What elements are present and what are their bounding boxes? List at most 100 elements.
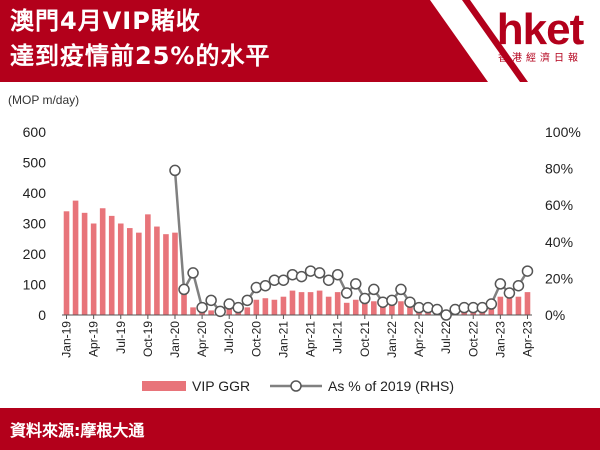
x-tick-label: Apr-21 [304, 321, 318, 357]
line-point-as-pct-of-2019 [277, 274, 290, 286]
x-tick-label: Oct-20 [249, 321, 263, 357]
line-point-as-pct-of-2019 [205, 294, 217, 307]
bar-vip-ggr [126, 228, 133, 315]
bar-vip-ggr [72, 200, 79, 315]
page-title: 澳門4月VIP賭收 達到疫情前25%的水平 [10, 4, 270, 74]
x-tick-label: Apr-20 [195, 321, 209, 357]
bar-vip-ggr [280, 296, 287, 315]
title-line-1: 澳門4月VIP賭收 [10, 7, 201, 35]
vip-ggr-chart: (MOP m/day) 0 100 200 300 400 500 600 0% 20% 40% 60… [8, 93, 581, 394]
line-point-as-pct-of-2019 [340, 287, 353, 299]
x-tick-label: Jan-22 [385, 321, 399, 358]
bar-vip-ggr [389, 304, 395, 315]
bar-vip-ggr [81, 212, 88, 315]
bar-vip-ggr [380, 305, 386, 315]
bar-vip-ggr [497, 296, 504, 315]
legend-label-as-pct: As % of 2019 (RHS) [328, 378, 454, 394]
line-point-as-pct-of-2019 [295, 270, 308, 283]
bar-vip-ggr [262, 298, 269, 315]
bar-vip-ggr [307, 292, 314, 315]
line-point-as-pct-of-2019 [196, 301, 208, 314]
x-tick-label: Oct-22 [466, 321, 480, 357]
bar-vip-ggr [488, 305, 495, 315]
right-y-tick-label: 40% [545, 234, 573, 250]
title-line-2: 達到疫情前25%的水平 [10, 42, 271, 70]
line-point-as-pct-of-2019 [368, 283, 380, 296]
line-point-as-pct-of-2019 [178, 283, 190, 296]
left-y-tick-label: 300 [23, 216, 47, 232]
right-y-tick-label: 100% [545, 124, 581, 140]
bar-vip-ggr [325, 296, 332, 315]
bar-vip-ggr [352, 299, 359, 315]
left-y-tick-label: 0 [38, 307, 46, 323]
left-y-tick-label: 400 [23, 185, 47, 201]
line-point-as-pct-of-2019 [395, 283, 407, 296]
bar-vip-ggr [361, 302, 368, 315]
line-point-as-pct-of-2019 [232, 301, 244, 314]
bar-vip-ggr [154, 226, 160, 315]
bar-vip-ggr [226, 308, 233, 315]
line-point-as-pct-of-2019 [404, 296, 416, 308]
footer-banner: 資料來源:摩根大通 [0, 408, 600, 450]
left-y-tick-label: 600 [23, 124, 47, 140]
x-tick-label: Jul-22 [439, 321, 453, 354]
bar-vip-ggr [244, 307, 251, 315]
brand-logo: hket 香港經濟日報 [486, 6, 594, 66]
right-y-tick-label: 60% [545, 197, 573, 213]
bar-vip-ggr [172, 232, 178, 315]
line-point-as-pct-of-2019 [286, 268, 299, 281]
legend-swatch-marker [290, 380, 302, 392]
legend-label-vip-ggr: VIP GGR [192, 378, 250, 394]
line-point-as-pct-of-2019 [359, 292, 371, 305]
line-point-as-pct-of-2019 [187, 267, 199, 279]
x-tick-label: Jul-19 [114, 321, 128, 354]
bar-vip-ggr [163, 234, 169, 315]
x-tick-label: Jan-20 [168, 321, 182, 358]
bar-vip-ggr [524, 292, 531, 315]
bar-vip-ggr [316, 290, 323, 315]
line-point-as-pct-of-2019 [422, 301, 434, 314]
bar-vip-ggr [289, 290, 296, 315]
bar-vip-ggr [181, 287, 187, 315]
line-point-as-pct-of-2019 [214, 305, 226, 318]
bar-vip-ggr [343, 302, 350, 315]
line-point-as-pct-of-2019 [503, 287, 516, 299]
legend-swatch-vip-ggr [142, 381, 186, 391]
line-point-as-pct-of-2019 [250, 281, 263, 294]
bar-vip-ggr [208, 310, 214, 315]
bar-vip-ggr [515, 296, 522, 315]
x-tick-label: Apr-22 [412, 321, 426, 357]
brand-subtitle: 香港經濟日報 [498, 53, 582, 64]
line-point-as-pct-of-2019 [313, 267, 326, 279]
line-point-as-pct-of-2019 [386, 294, 398, 307]
bar-vip-ggr [398, 301, 404, 315]
x-tick-label: Jul-21 [331, 321, 345, 354]
bar-vip-ggr [298, 292, 305, 315]
bar-vip-ggr [63, 211, 70, 315]
bar-vip-ggr [407, 302, 413, 315]
line-point-as-pct-of-2019 [440, 309, 452, 321]
brand-logo-text: hket [496, 5, 584, 54]
line-point-as-pct-of-2019 [377, 296, 389, 308]
source-note: 資料來源:摩根大通 [10, 421, 145, 440]
right-y-tick-label: 0% [545, 307, 565, 323]
x-tick-label: Jan-21 [276, 321, 290, 358]
bar-vip-ggr [199, 311, 205, 315]
right-y-tick-label: 20% [545, 270, 573, 286]
bar-vip-ggr [136, 232, 142, 315]
bar-vip-ggr [334, 292, 341, 315]
header-banner: 澳門4月VIP賭收 達到疫情前25%的水平 hket 香港經濟日報 [0, 0, 600, 82]
line-point-as-pct-of-2019 [241, 294, 254, 307]
line-point-as-pct-of-2019 [169, 164, 181, 177]
bar-vip-ggr [190, 307, 196, 315]
line-point-as-pct-of-2019 [449, 303, 461, 316]
left-y-tick-label: 500 [23, 155, 47, 171]
x-tick-label: Apr-23 [520, 321, 534, 357]
bar-vip-ggr [90, 223, 97, 315]
line-point-as-pct-of-2019 [350, 278, 362, 290]
line-point-as-pct-of-2019 [322, 274, 335, 286]
x-tick-label: Apr-19 [87, 321, 101, 357]
x-tick-label: Jul-20 [222, 321, 236, 354]
bar-vip-ggr [506, 298, 513, 315]
bar-vip-ggr [145, 214, 151, 315]
